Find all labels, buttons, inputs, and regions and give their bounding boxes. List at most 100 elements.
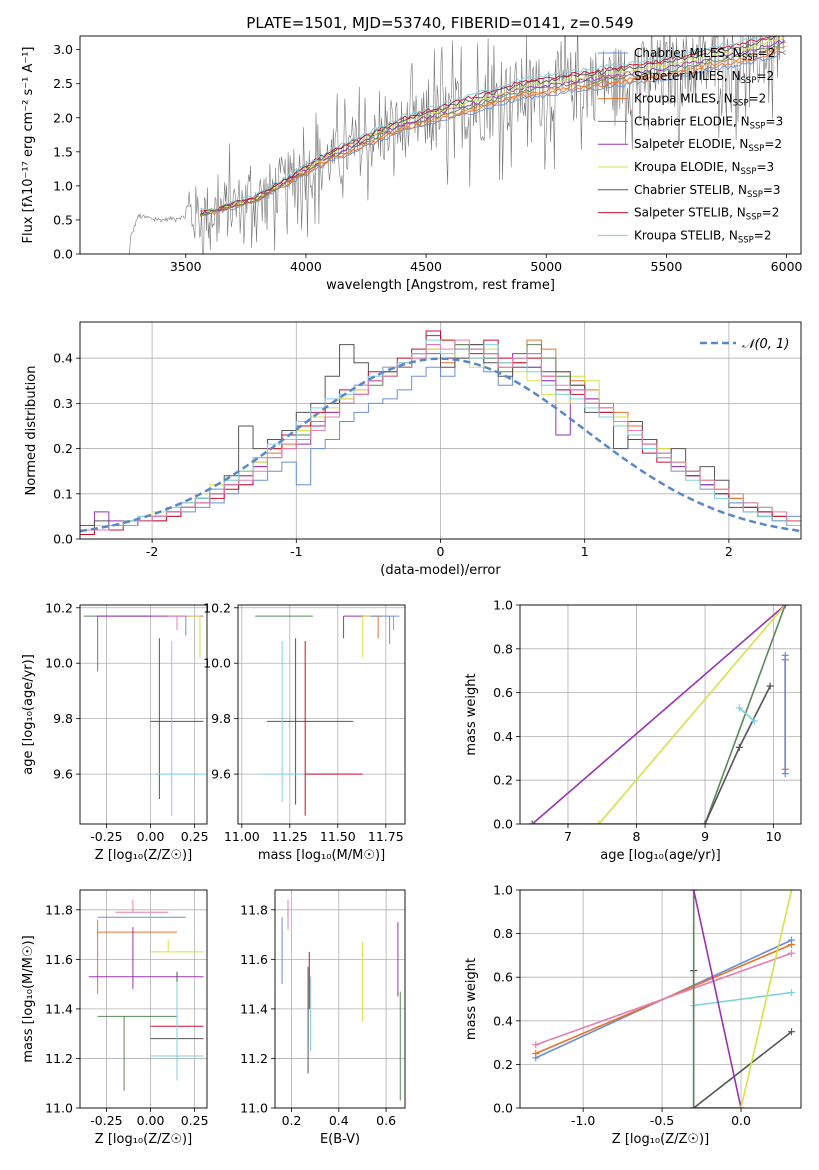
mass-vs-ebv-panel: 0.2 0.4 0.6 11.0 11.2 11.4 11.6 11.8 E(B-V) (240, 889, 406, 1147)
axes-frame (237, 604, 406, 825)
legend-label: Kroupa STELIB, NSSP=2 (634, 228, 772, 245)
axes-frame (519, 889, 802, 1109)
mass-weight-marker (788, 949, 796, 957)
mass-weight-marker (788, 1028, 796, 1036)
y-tick-label: 11.0 (45, 1101, 73, 1116)
mass-weight-line-1 (598, 605, 786, 824)
y-tick-label: 0.2 (53, 441, 73, 456)
x-tick-label: 9 (701, 829, 709, 844)
model-salpeter-elodie-line (204, 39, 785, 214)
model-chabrier-elodie-line (199, 41, 786, 216)
y-tick-label: 11.8 (45, 902, 73, 917)
y-tick-label: 11.6 (240, 952, 268, 967)
x-tick-label: 2 (725, 544, 733, 559)
errorbar-point (88, 927, 204, 990)
y-tick-label: 9.8 (211, 711, 231, 726)
x-tick-label: 3500 (170, 259, 202, 274)
mass-weight-line-5 (692, 890, 741, 1108)
errorbar-point (304, 641, 363, 816)
y-tick-label: 0.3 (53, 396, 73, 411)
x-axis-label: Z [log₁₀(Z/Z☉)] (612, 1132, 709, 1147)
x-tick-label: 0.2 (282, 1113, 302, 1128)
y-tick-label: 11.4 (45, 1001, 73, 1016)
mass-weight-marker (735, 704, 743, 712)
legend-label: Chabrier ELODIE, NSSP=3 (634, 114, 783, 131)
x-tick-label: 5000 (530, 259, 562, 274)
x-tick-label: 0.25 (181, 1113, 209, 1128)
y-tick-label: 0.0 (53, 247, 73, 262)
legend: 𝒩(0, 1) (700, 337, 789, 352)
y-tick-label: 0.0 (493, 817, 513, 832)
y-tick-label: 2.5 (53, 76, 73, 91)
mass-weight-marker (781, 770, 789, 778)
legend-label: Salpeter MILES, NSSP=2 (634, 69, 774, 86)
legend-label: Kroupa ELODIE, NSSP=3 (634, 160, 774, 177)
scatter-plot-area (83, 615, 207, 816)
mass-weight-marker (690, 1104, 698, 1108)
mass-weight-marker (735, 743, 743, 751)
x-axis-label: E(B-V) (320, 1132, 360, 1147)
mass-weight-marker (528, 820, 536, 824)
mass-weight-marker (532, 1050, 540, 1057)
x-axis-label: wavelength [Angstrom, rest frame] (326, 278, 555, 293)
x-tick-label: 0.00 (137, 1113, 165, 1128)
x-tick-label: -0.5 (650, 1113, 674, 1128)
y-tick-label: 11.6 (45, 952, 73, 967)
errorbar-point (185, 615, 201, 658)
x-axis-label: mass [log₁₀(M/M☉)] (258, 848, 385, 863)
errorbar-point (154, 641, 207, 816)
y-axis-label: Normed distribution (24, 366, 39, 496)
y-tick-label: 0.2 (493, 773, 513, 788)
x-tick-label: 5500 (651, 259, 683, 274)
y-tick-label: 0.8 (493, 641, 513, 656)
axes-frame (79, 35, 802, 255)
mass-weight-line-3 (704, 685, 771, 824)
y-axis-label: mass [log₁₀(M/M☉)] (21, 935, 36, 1062)
mass-weight-marker (701, 820, 709, 824)
errorbar-point (150, 638, 204, 800)
y-axis-label: mass weight (464, 673, 479, 755)
y-tick-label: 1.0 (53, 178, 73, 193)
y-tick-label: 11.8 (240, 902, 268, 917)
y-axis-label: Flux [fλ10⁻¹⁷ erg cm⁻² s⁻¹ A⁻¹] (21, 47, 36, 244)
histogram-plot-area (80, 330, 801, 539)
mass-weight-line-2 (532, 605, 786, 824)
x-tick-label: 0.4 (329, 1113, 349, 1128)
axes-frame (274, 889, 406, 1109)
spectrum-plot-area (125, 36, 786, 254)
y-tick-label: 0.6 (493, 970, 513, 985)
y-tick-label: 1.0 (493, 883, 513, 898)
x-tick-label: -0.25 (90, 1113, 122, 1128)
model-salpeter-miles-line (199, 50, 786, 217)
mass-weight-vs-metallicity-panel: -1.0 -0.5 0.0 0.0 0.2 0.4 0.6 0.8 1.0 Z [log₁₀(Z/… (464, 883, 802, 1147)
y-axis-label: age [log₁₀(age/yr)] (21, 654, 36, 775)
y-tick-label: 11.4 (240, 1001, 268, 1016)
y-tick-label: 0.4 (493, 729, 513, 744)
mass-vs-metallicity-panel: -0.25 0.00 0.25 11.0 11.2 11.4 11.6 11.8 Z [log₁… (21, 889, 209, 1147)
y-tick-label: 0.4 (493, 1013, 513, 1028)
mass-weight-vs-age-panel: 7 8 9 10 0.0 0.2 0.4 0.6 0.8 1.0 age [log₁₀(age/yr… (464, 598, 802, 863)
errorbar-point (97, 1015, 178, 1091)
y-tick-label: 9.6 (211, 767, 231, 782)
x-tick-label: 7 (564, 829, 572, 844)
scatter-plot-area (281, 899, 401, 1101)
y-tick-label: 11.2 (45, 1051, 73, 1066)
y-tick-label: 10.0 (203, 656, 231, 671)
x-tick-label: 11.25 (272, 829, 308, 844)
model-kroupa-stelib-line (200, 36, 761, 211)
scatter-plot-area (255, 615, 400, 816)
y-tick-label: 9.8 (53, 711, 73, 726)
mass-weight-marker (690, 890, 698, 894)
figure-title: PLATE=1501, MJD=53740, FIBERID=0141, z=0… (246, 14, 633, 32)
mass-weight-marker (788, 988, 796, 996)
model-salpeter-stelib-line (200, 36, 775, 212)
y-tick-label: 0.6 (493, 685, 513, 700)
mass-weight-line-6 (692, 890, 742, 1108)
x-tick-label: 11.00 (224, 829, 260, 844)
spectrum-panel: 3500 4000 4500 5000 5500 6000 0.0 0.5 1.0 1.5 2.0 2… (21, 35, 803, 293)
x-tick-label: -2 (146, 544, 158, 559)
y-tick-label: 10.0 (45, 656, 73, 671)
x-tick-label: 0.00 (137, 829, 165, 844)
x-tick-label: 0.6 (376, 1113, 396, 1128)
errorbar-point (97, 919, 178, 995)
